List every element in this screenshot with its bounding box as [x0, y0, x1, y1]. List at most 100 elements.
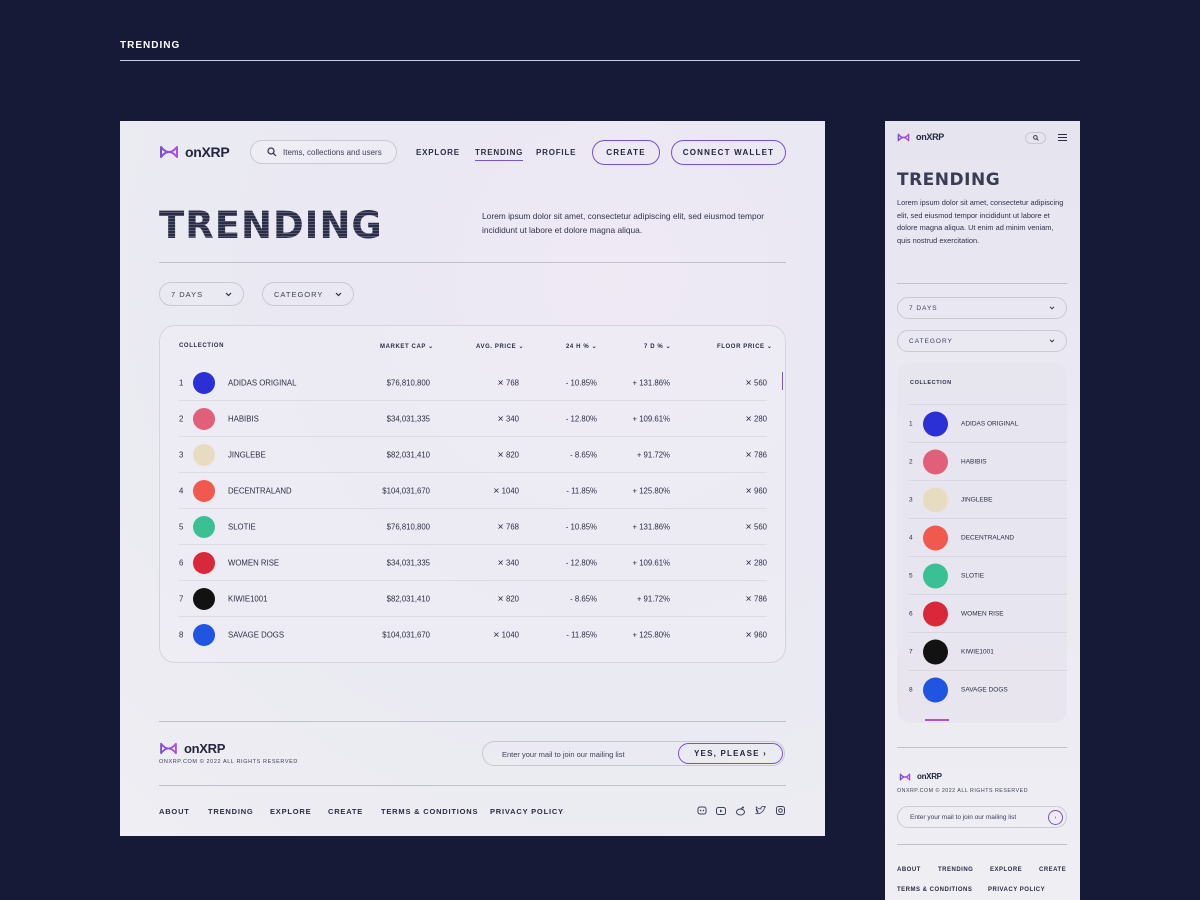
table-row[interactable]: 3 JINGLEBE	[909, 480, 1067, 518]
twitter-icon[interactable]	[755, 805, 766, 816]
footer-link-terms[interactable]: TERMS & CONDITIONS	[381, 807, 479, 816]
hamburger-menu-icon[interactable]	[1058, 133, 1067, 142]
mailing-list-input[interactable]: Enter your mail to join our mailing list…	[482, 741, 785, 766]
market-cap: $82,031,410	[386, 450, 430, 459]
collection-avatar	[193, 587, 215, 610]
collection-avatar	[193, 515, 215, 538]
horizontal-scroll-indicator[interactable]	[925, 719, 949, 721]
footer-link-trending[interactable]: TRENDING	[938, 867, 974, 873]
collection-name[interactable]: SAVAGE DOGS	[961, 686, 1008, 693]
collection-name[interactable]: JINGLEBE	[961, 496, 993, 503]
collection-name[interactable]: ADIDAS ORIGINAL	[228, 378, 297, 387]
table-row[interactable]: 2 HABIBIS $34,031,335 ✕ 340 - 12.80% + 109.61…	[179, 401, 767, 437]
floor-price: ✕ 786	[745, 450, 767, 459]
change-7d: + 91.72%	[636, 450, 670, 459]
scrollbar-thumb[interactable]	[781, 372, 783, 390]
column-avg-price[interactable]: AVG. PRICE ⌄	[476, 343, 524, 350]
search-button[interactable]	[1025, 132, 1046, 144]
column-7d-label: 7 D %	[644, 344, 664, 350]
table-row[interactable]: 7 KIWIE1001 $82,031,410 ✕ 820 - 8.65% + 91.72…	[179, 581, 767, 617]
search-placeholder: Items, collections and users	[283, 147, 382, 157]
footer-link-privacy[interactable]: PRIVACY POLICY	[988, 887, 1046, 893]
market-cap: $34,031,335	[386, 414, 430, 423]
instagram-icon[interactable]	[775, 805, 786, 816]
nav-explore[interactable]: EXPLORE	[416, 148, 460, 157]
footer-link-terms[interactable]: TERMS & CONDITIONS	[897, 887, 973, 893]
floor-price: ✕ 960	[745, 486, 767, 495]
chevron-down-icon	[1049, 339, 1055, 343]
footer-link-create[interactable]: CREATE	[328, 807, 364, 816]
collection-name[interactable]: WOMEN RISE	[961, 610, 1004, 617]
collection-name[interactable]: SAVAGE DOGS	[228, 630, 285, 640]
search-input[interactable]: Items, collections and users	[250, 140, 397, 164]
column-7d[interactable]: 7 D % ⌄	[644, 343, 671, 350]
table-row[interactable]: 4 DECENTRALAND	[909, 518, 1067, 556]
youtube-icon[interactable]	[715, 805, 726, 816]
table-row[interactable]: 8 SAVAGE DOGS	[909, 670, 1067, 708]
rank: 5	[909, 572, 913, 579]
footer-link-explore[interactable]: EXPLORE	[990, 867, 1023, 873]
collection-name[interactable]: HABIBIS	[228, 414, 259, 423]
collection-name[interactable]: KIWIE1001	[961, 648, 994, 655]
table-row[interactable]: 2 HABIBIS	[909, 442, 1067, 480]
table-row[interactable]: 5 SLOTIE $76,810,800 ✕ 768 - 10.85% + 131.86%…	[179, 509, 767, 545]
collection-name[interactable]: WOMEN RISE	[228, 558, 280, 567]
days-filter[interactable]: 7 DAYS	[159, 282, 244, 306]
create-button[interactable]: CREATE	[592, 140, 660, 165]
footer-logo[interactable]: onXRP	[899, 772, 942, 781]
rank: 3	[179, 450, 184, 459]
collection-name[interactable]: SLOTIE	[228, 522, 256, 531]
column-market-cap[interactable]: MARKET CAP ⌄	[380, 343, 434, 350]
collection-name[interactable]: SLOTIE	[961, 572, 985, 579]
nav-profile[interactable]: PROFILE	[536, 148, 577, 157]
days-filter-value: 7 DAYS	[171, 289, 204, 299]
collection-name[interactable]: DECENTRALAND	[228, 486, 292, 495]
collection-avatar	[923, 525, 948, 550]
category-filter[interactable]: CATEGORY	[897, 330, 1067, 352]
rank: 4	[909, 534, 913, 541]
table-row[interactable]: 6 WOMEN RISE $34,031,335 ✕ 340 - 12.80% + 109…	[179, 545, 767, 581]
brand-logo-icon	[160, 742, 177, 755]
desktop-page: onXRP Items, collections and users EXPLO…	[120, 121, 825, 836]
table-row[interactable]: 1 ADIDAS ORIGINAL	[909, 404, 1067, 442]
footer-link-about[interactable]: ABOUT	[159, 807, 190, 816]
brand-logo[interactable]: onXRP	[897, 132, 944, 142]
collection-name[interactable]: JINGLEBE	[228, 450, 266, 459]
footer-link-trending[interactable]: TRENDING	[208, 807, 254, 816]
mailing-list-placeholder: Enter your mail to join our mailing list	[910, 814, 1017, 821]
footer-logo[interactable]: onXRP	[159, 741, 225, 756]
collection-name[interactable]: DECENTRALAND	[961, 534, 1015, 541]
footer-link-privacy[interactable]: PRIVACY POLICY	[490, 807, 564, 816]
connect-wallet-button[interactable]: CONNECT WALLET	[671, 140, 786, 165]
nav-trending[interactable]: TRENDING	[475, 148, 524, 161]
mailing-list-input[interactable]: Enter your mail to join our mailing list…	[897, 806, 1067, 828]
collection-name[interactable]: ADIDAS ORIGINAL	[961, 420, 1019, 427]
table-row[interactable]: 4 DECENTRALAND $104,031,670 ✕ 1040 - 11.85% +…	[179, 473, 767, 509]
table-row[interactable]: 5 SLOTIE	[909, 556, 1067, 594]
table-row[interactable]: 7 KIWIE1001	[909, 632, 1067, 670]
footer-link-about[interactable]: ABOUT	[897, 867, 921, 873]
brand-logo[interactable]: onXRP	[159, 144, 230, 160]
subscribe-button[interactable]: YES, PLEASE ›	[678, 743, 783, 764]
table-row[interactable]: 6 WOMEN RISE	[909, 594, 1067, 632]
floor-price: ✕ 960	[745, 630, 767, 640]
rank: 6	[179, 558, 184, 567]
discord-icon[interactable]	[696, 805, 707, 816]
collection-name[interactable]: KIWIE1001	[228, 594, 268, 603]
market-cap: $76,810,800	[386, 378, 430, 387]
column-24h[interactable]: 24 H % ⌄	[566, 343, 597, 350]
footer-link-explore[interactable]: EXPLORE	[270, 807, 312, 816]
collection-name[interactable]: HABIBIS	[961, 458, 987, 465]
table-row[interactable]: 1 ADIDAS ORIGINAL $76,810,800 ✕ 768 - 10.85%…	[179, 365, 767, 401]
column-floor-price[interactable]: FLOOR PRICE ⌄	[717, 343, 773, 350]
footer-link-create[interactable]: CREATE	[1039, 867, 1067, 873]
floor-price: ✕ 560	[745, 378, 767, 387]
reddit-icon[interactable]	[735, 805, 746, 816]
table-row[interactable]: 3 JINGLEBE $82,031,410 ✕ 820 - 8.65% + 91.72%…	[179, 437, 767, 473]
category-filter[interactable]: CATEGORY	[262, 282, 354, 306]
days-filter[interactable]: 7 DAYS	[897, 297, 1067, 319]
page-title: TRENDING	[159, 204, 383, 247]
brand-name: onXRP	[185, 144, 230, 160]
table-row[interactable]: 8 SAVAGE DOGS $104,031,670 ✕ 1040 - 11.85% + …	[179, 617, 767, 653]
subscribe-button[interactable]: ›	[1048, 810, 1063, 825]
